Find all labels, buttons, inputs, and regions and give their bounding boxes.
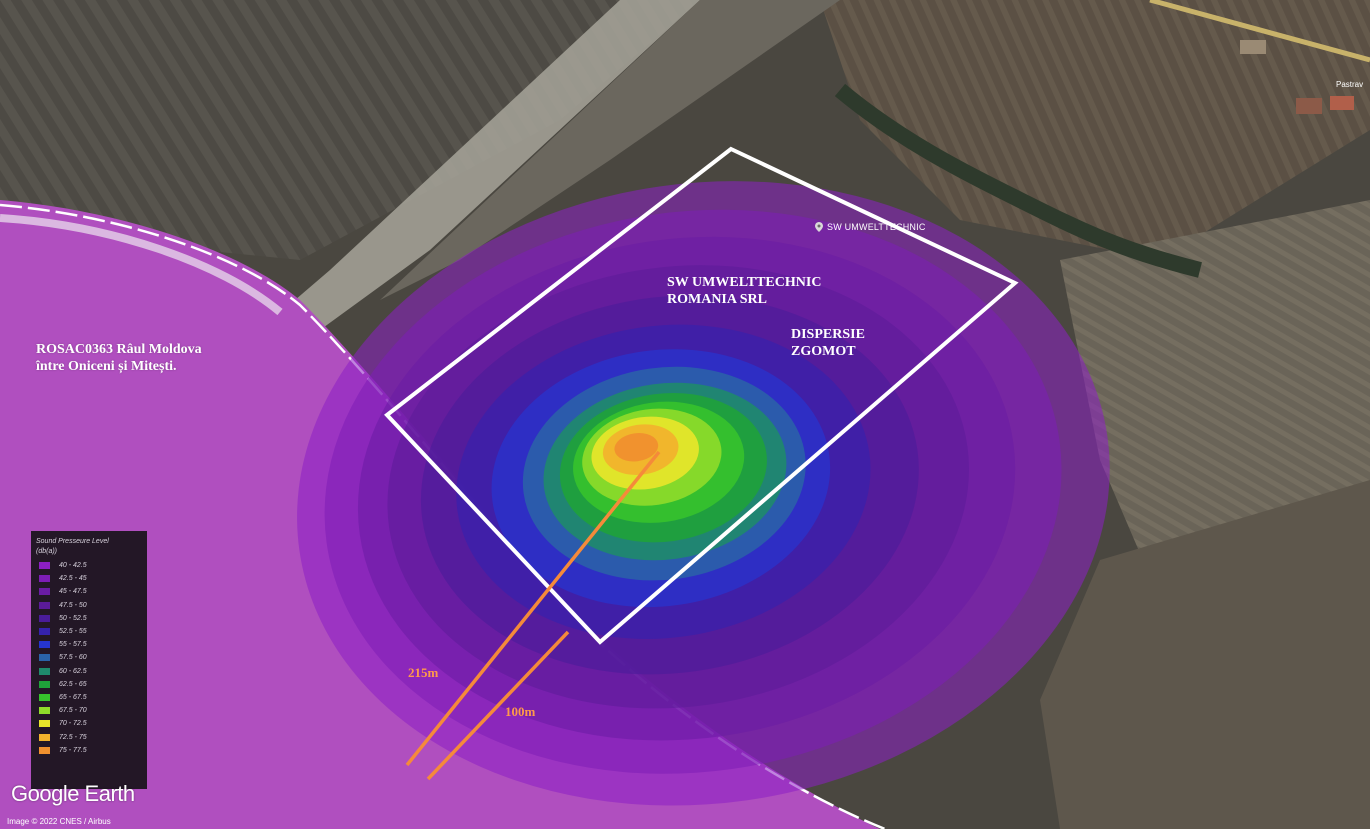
placemark-label: SW UMWELTTECHNIC [827,222,926,232]
dispersion-label: DISPERSIE ZGOMOT [791,326,865,360]
legend-swatch [39,575,50,583]
protected-area-label-line2: între Oniceni și Mitești. [36,359,177,374]
legend-range: 47.5 - 50 [59,601,87,609]
dispersion-label-line2: ZGOMOT [791,344,856,359]
legend-items: 40 - 42.5 42.5 - 45 45 - 47.5 47.5 - 50 50 -… [36,559,147,757]
copyright-text: Image © 2022 CNES / Airbus [7,817,111,826]
legend-range: 55 - 57.5 [59,641,87,649]
legend-swatch [39,746,50,754]
site-label-line1: SW UMWELTTECHNIC [667,275,822,290]
legend-swatch [39,720,50,728]
legend-swatch [39,733,50,741]
dispersion-label-line1: DISPERSIE [791,327,865,342]
legend-item: 50 - 52.5 [39,612,147,625]
legend-range: 65 - 67.5 [59,693,87,701]
legend-title: Sound Presseure Level [36,538,109,545]
legend-swatch [39,707,50,715]
legend-range: 45 - 47.5 [59,588,87,596]
distance-label-100m: 100m [505,704,536,719]
legend-range: 40 - 42.5 [59,562,87,570]
legend-range: 70 - 72.5 [59,720,87,728]
legend-item: 67.5 - 70 [39,704,147,717]
legend-item: 42.5 - 45 [39,572,147,585]
legend-item: 60 - 62.5 [39,665,147,678]
legend-item: 47.5 - 50 [39,599,147,612]
google-earth-logo: Google Earth [11,781,135,806]
placemark[interactable]: SW UMWELTTECHNIC [815,222,926,232]
legend-range: 67.5 - 70 [59,707,87,715]
legend-swatch [39,601,50,609]
protected-area-label: ROSAC0363 Râul Moldova între Oniceni și … [36,341,202,375]
legend-item: 62.5 - 65 [39,678,147,691]
distance-line-100m [426,630,570,781]
legend-swatch [39,562,50,570]
legend-range: 50 - 52.5 [59,614,87,622]
legend-item: 55 - 57.5 [39,638,147,651]
distance-line-215m [405,450,661,767]
protected-area-label-line1: ROSAC0363 Râul Moldova [36,342,202,357]
legend-item: 72.5 - 75 [39,730,147,743]
legend-swatch [39,628,50,636]
sound-level-legend: Sound Presseure Level (db(a)) 40 - 42.5 4… [31,531,147,789]
legend-swatch [39,614,50,622]
distance-label-215m: 215m [408,665,439,680]
legend-range: 42.5 - 45 [59,575,87,583]
legend-item: 70 - 72.5 [39,717,147,730]
legend-swatch [39,693,50,701]
legend-item: 52.5 - 55 [39,625,147,638]
legend-item: 57.5 - 60 [39,651,147,664]
legend-range: 57.5 - 60 [59,654,87,662]
legend-swatch [39,588,50,596]
legend-range: 60 - 62.5 [59,667,87,675]
site-label-line2: ROMANIA SRL [667,292,767,307]
legend-item: 40 - 42.5 [39,559,147,572]
legend-swatch [39,641,50,649]
legend-swatch [39,654,50,662]
legend-unit: (db(a)) [36,548,58,555]
site-label: SW UMWELTTECHNIC ROMANIA SRL [667,274,821,308]
legend-item: 75 - 77.5 [39,744,147,757]
legend-range: 62.5 - 65 [59,680,87,688]
legend-item: 45 - 47.5 [39,585,147,598]
legend-item: 65 - 67.5 [39,691,147,704]
legend-swatch [39,667,50,675]
village-label: Pastrav [1336,80,1364,89]
legend-range: 72.5 - 75 [59,733,87,741]
legend-swatch [39,680,50,688]
legend-range: 52.5 - 55 [59,628,87,636]
site-boundary[interactable] [384,146,1019,645]
map-pin-icon [815,222,823,232]
legend-range: 75 - 77.5 [59,746,87,754]
